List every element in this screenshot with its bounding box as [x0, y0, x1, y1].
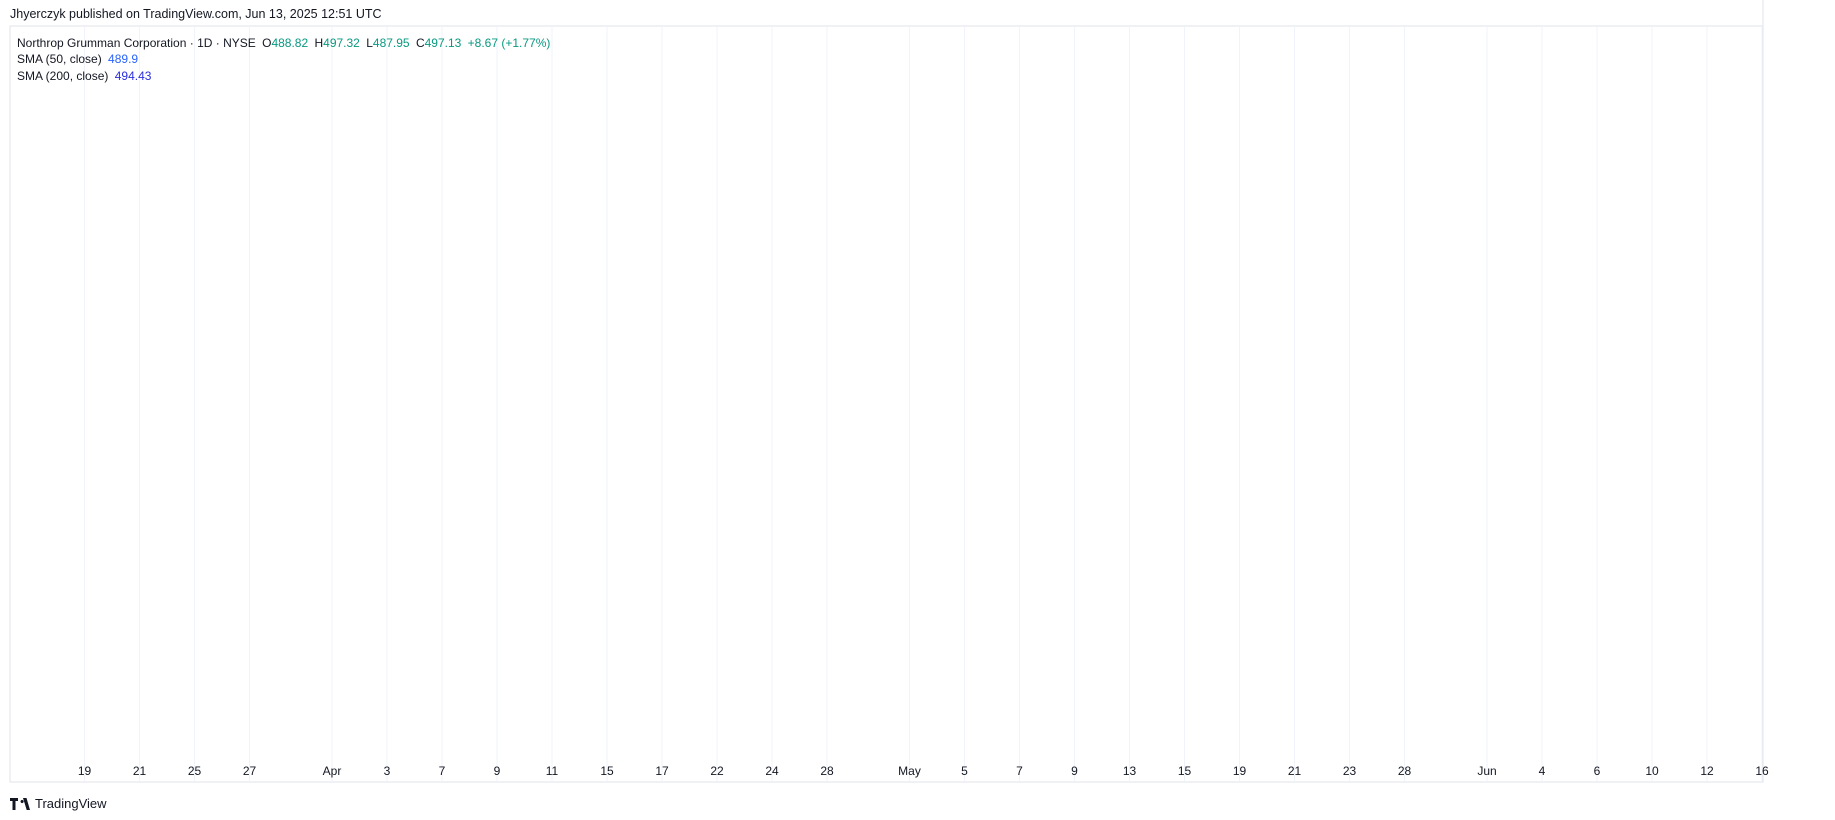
open-value: 488.82 [271, 36, 309, 50]
x-tick-label: 15 [600, 764, 614, 778]
sma50-value: 489.9 [108, 52, 139, 66]
sma50-legend: SMA (50, close) 489.9 [17, 52, 141, 66]
x-tick-label: 9 [494, 764, 501, 778]
x-tick-label: 21 [1288, 764, 1302, 778]
high-label: H [314, 36, 324, 50]
sma200-label: SMA (200, close) [17, 69, 109, 83]
low-value: 487.95 [372, 36, 410, 50]
sma50-label: SMA (50, close) [17, 52, 102, 66]
x-tick-label: 25 [188, 764, 202, 778]
x-tick-label: 19 [1233, 764, 1247, 778]
symbol-label: Northrop Grumman Corporation · 1D · NYSE [17, 36, 256, 50]
x-tick-label: 9 [1071, 764, 1078, 778]
x-tick-label: 16 [1755, 764, 1769, 778]
low-label: L [366, 36, 373, 50]
publisher-line: Jhyerczyk published on TradingView.com, … [10, 7, 382, 21]
sma200-legend: SMA (200, close) 494.43 [17, 69, 154, 83]
plot-area [9, 25, 1764, 783]
x-tick-label: 22 [710, 764, 724, 778]
x-tick-label: 21 [133, 764, 147, 778]
x-tick-label: 3 [384, 764, 391, 778]
open-label: O [262, 36, 272, 50]
x-tick-label: 24 [765, 764, 779, 778]
x-tick-label: 19 [78, 764, 92, 778]
close-value: 497.13 [424, 36, 462, 50]
x-tick-label: 15 [1178, 764, 1192, 778]
x-tick-label: 28 [1398, 764, 1412, 778]
x-tick-label: 4 [1539, 764, 1546, 778]
x-tick-label: 5 [961, 764, 968, 778]
x-tick-label: 6 [1594, 764, 1601, 778]
change-value: +8.67 (+1.77%) [467, 36, 551, 50]
x-tick-label: May [898, 764, 921, 778]
x-tick-label: 7 [1016, 764, 1023, 778]
tradingview-logo[interactable]: TradingView [10, 796, 107, 811]
x-tick-label: 12 [1700, 764, 1714, 778]
x-tick-label: 17 [655, 764, 669, 778]
x-tick-label: 7 [439, 764, 446, 778]
close-label: C [415, 36, 425, 50]
x-tick-label: 13 [1123, 764, 1137, 778]
sma200-value: 494.43 [114, 69, 152, 83]
x-tick-label: 10 [1645, 764, 1659, 778]
x-tick-label: 27 [243, 764, 257, 778]
x-tick-label: 11 [546, 764, 559, 778]
tradingview-wordmark: TradingView [35, 796, 107, 811]
high-value: 497.32 [323, 36, 360, 50]
x-tick-label: 28 [820, 764, 834, 778]
x-tick-label: Apr [323, 764, 342, 778]
x-tick-label: 23 [1343, 764, 1357, 778]
ohlc-legend: Northrop Grumman Corporation · 1D · NYSE… [17, 36, 553, 50]
x-tick-label: Jun [1477, 764, 1496, 778]
tradingview-icon [10, 797, 30, 810]
